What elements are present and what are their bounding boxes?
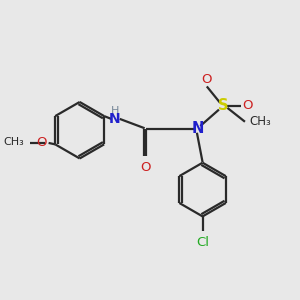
Text: O: O	[201, 73, 211, 86]
Text: CH₃: CH₃	[250, 115, 272, 128]
Text: H: H	[111, 106, 119, 116]
Text: O: O	[242, 99, 253, 112]
Text: N: N	[109, 112, 121, 127]
Text: Cl: Cl	[196, 236, 209, 249]
Text: O: O	[140, 161, 151, 174]
Text: S: S	[218, 98, 229, 112]
Text: N: N	[192, 121, 204, 136]
Text: O: O	[37, 136, 47, 149]
Text: CH₃: CH₃	[4, 137, 25, 147]
